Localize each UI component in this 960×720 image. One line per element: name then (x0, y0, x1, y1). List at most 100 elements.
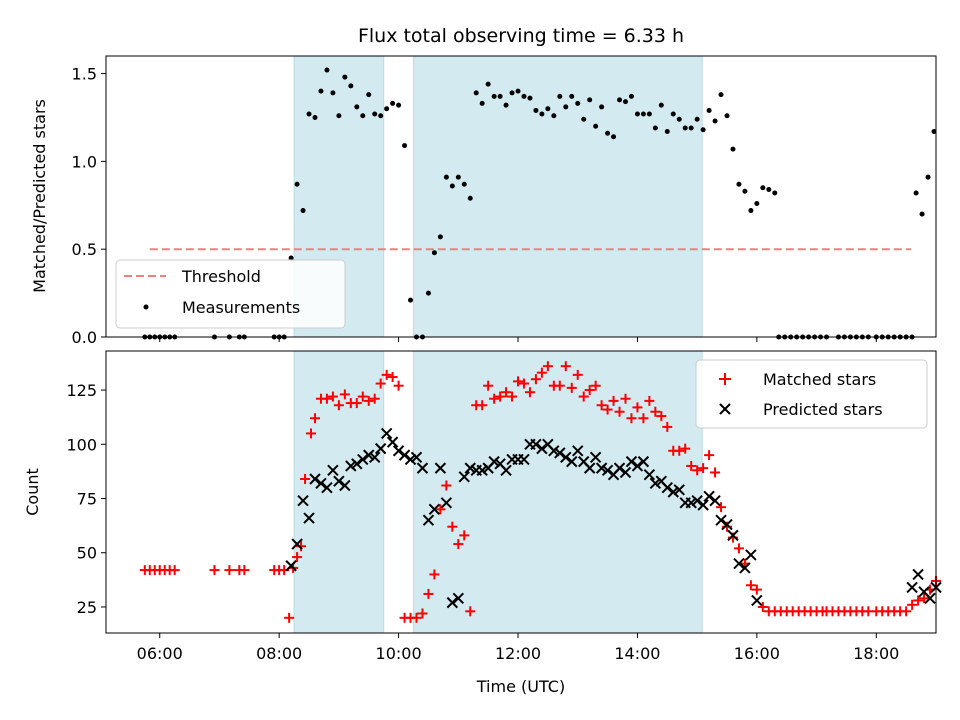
observing-windows-top (293, 55, 703, 338)
predicted-star-point (327, 464, 339, 477)
x-tick-label: 18:00 (853, 644, 899, 663)
predicted-star-point (404, 453, 417, 466)
measurement-point (664, 129, 670, 135)
measurement-point (652, 125, 658, 131)
measurement-point (408, 297, 414, 303)
matched-star-point (698, 463, 709, 474)
measurement-point (324, 67, 330, 73)
matched-star-point (300, 473, 311, 484)
x-axis-label: Time (UTC) (476, 677, 565, 696)
threshold-legend-label: Threshold (181, 267, 261, 286)
x-stroke (727, 529, 739, 542)
x-tick-label: 08:00 (256, 644, 302, 663)
x-stroke (422, 514, 435, 526)
measurement-point (485, 81, 491, 87)
measurement-point (521, 93, 527, 99)
measurement-point (306, 111, 312, 117)
predicted-star-point (500, 464, 512, 477)
predicted-star-point (739, 562, 751, 574)
predicted-star-point (649, 477, 662, 490)
measurement-point (622, 99, 628, 105)
measurement-point (581, 116, 587, 122)
predicted-star-point (924, 592, 936, 604)
predicted-star-point (351, 458, 363, 470)
matched-star-point (686, 460, 697, 471)
x-stroke (583, 462, 596, 474)
matched-star-point (518, 378, 529, 389)
x-stroke (303, 512, 315, 524)
measurements-legend-swatch (143, 304, 149, 310)
matched-star-point (913, 595, 924, 606)
x-stroke (351, 458, 363, 470)
x-stroke (363, 449, 375, 461)
y-tick-label: 50 (77, 544, 97, 563)
x-stroke (428, 503, 441, 516)
x-stroke (536, 442, 548, 455)
x-stroke (488, 455, 500, 468)
predicted-star-point (566, 455, 578, 468)
predicted-star-point (625, 455, 638, 468)
predicted-star-point (440, 497, 453, 509)
x-stroke (542, 438, 554, 450)
predicted-star-point (303, 512, 315, 524)
x-stroke (380, 427, 393, 440)
x-stroke (446, 596, 459, 609)
x-stroke (912, 568, 924, 581)
measurement-point (718, 92, 724, 98)
matched-star-point (733, 543, 744, 554)
predicted-star-point (685, 497, 697, 509)
measurement-point (288, 255, 294, 261)
matched-star-point (650, 406, 661, 417)
x-stroke (643, 468, 656, 481)
x-stroke (333, 475, 345, 487)
matched-star-point (578, 391, 589, 402)
matched-star-point (572, 369, 583, 380)
matched-star-point (447, 521, 458, 532)
measurement-point (676, 116, 682, 122)
matched-star-point (327, 391, 338, 402)
matched-star-point (441, 480, 452, 491)
matched-star-point (656, 411, 667, 422)
x-stroke (667, 486, 679, 498)
chart-title: Flux total observing time = 6.33 h (358, 25, 684, 47)
matched-star-point (560, 361, 571, 372)
predicted-star-point (380, 427, 393, 440)
plot-frame-top (105, 55, 937, 338)
predicted-star-point (613, 462, 626, 474)
measurement-point (390, 100, 396, 106)
predicted-star-point (589, 451, 602, 463)
x-stroke (577, 455, 590, 468)
measurement-point (563, 104, 569, 110)
measurement-point (925, 174, 931, 180)
measurement-point (366, 92, 372, 98)
predicted-star-point (643, 468, 656, 481)
predicted-star-point (309, 473, 321, 485)
matched-star-point (745, 580, 756, 591)
measurement-point (913, 190, 919, 196)
measurement-point (575, 100, 581, 106)
measurement-point (467, 195, 473, 201)
measurement-point (742, 188, 748, 194)
matched-star-point (596, 400, 607, 411)
matched-legend-swatch (719, 373, 731, 385)
measurement-point (431, 250, 437, 256)
x-stroke (285, 560, 297, 572)
measurement-point (384, 106, 390, 112)
x-tick-label: 16:00 (734, 644, 780, 663)
x-stroke (476, 464, 488, 477)
matched-star-point (477, 400, 488, 411)
measurement-point (473, 90, 479, 96)
measurement-point (294, 181, 300, 187)
measurement-point (461, 181, 467, 187)
predicted-star-point (410, 451, 423, 463)
x-stroke (685, 497, 697, 509)
predicted-star-point (530, 438, 542, 450)
matched-star-point (662, 421, 673, 432)
measurement-point (724, 113, 730, 119)
predicted-star-point (315, 477, 327, 490)
predicted-star-point (709, 494, 721, 507)
x-axis: 06:00 08:00 10:00 12:00 14:00 16:00 18:00 (137, 633, 899, 663)
matched-star-point (554, 380, 565, 391)
x-stroke (715, 514, 727, 526)
x-stroke (572, 445, 584, 457)
